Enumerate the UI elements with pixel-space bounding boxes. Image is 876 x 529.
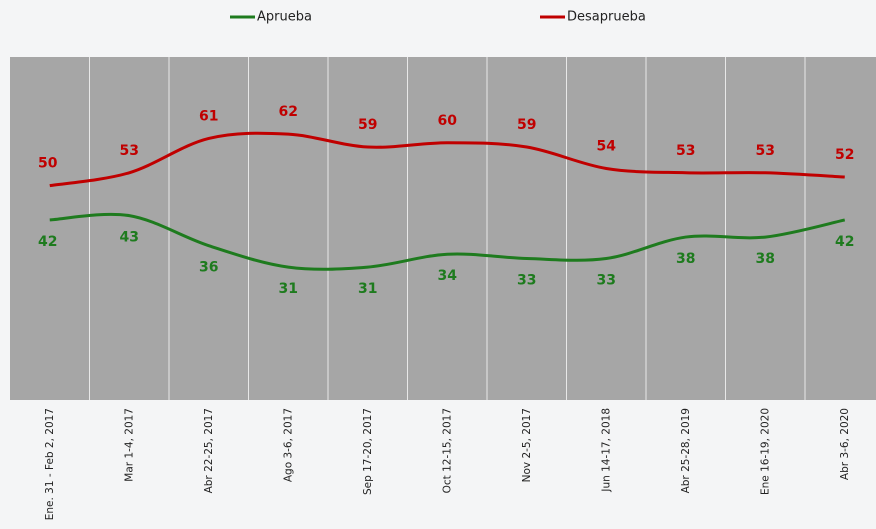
x-tick-label: Oct 12-15, 2017	[441, 408, 453, 493]
x-tick-label: Sep 17-20, 2017	[362, 408, 374, 495]
data-label: 31	[358, 281, 377, 297]
data-label: 33	[517, 273, 536, 289]
data-label: 53	[120, 143, 139, 159]
x-tick-label: Nov 2-5, 2017	[521, 408, 533, 482]
data-label: 43	[120, 230, 139, 246]
x-tick-label: Ene 16-19, 2020	[759, 408, 771, 495]
x-tick-label: Abr 25-28, 2019	[680, 408, 692, 493]
legend-label: Aprueba	[257, 10, 312, 25]
series-line	[49, 131, 845, 188]
data-label: 50	[38, 156, 58, 172]
data-label: 62	[279, 104, 298, 120]
data-label: 53	[756, 143, 775, 159]
data-label: 34	[438, 268, 458, 284]
data-label: 54	[597, 138, 617, 154]
data-label: 52	[835, 147, 854, 163]
series-line	[49, 212, 846, 271]
x-tick-label: Abr 3-6, 2020	[839, 408, 851, 480]
data-label: 42	[38, 234, 57, 250]
data-label: 61	[199, 108, 218, 124]
x-tick-label: Ago 3-6, 2017	[282, 408, 294, 482]
x-tick-label: Mar 1-4, 2017	[123, 408, 135, 482]
x-tick-label: Abr 22-25, 2017	[203, 408, 215, 493]
data-label: 33	[597, 273, 616, 289]
data-label: 38	[676, 251, 695, 267]
data-label: 42	[835, 234, 854, 250]
x-tick-label: Jun 14-17, 2018	[600, 408, 612, 493]
data-label: 31	[279, 281, 298, 297]
data-label: 60	[438, 113, 458, 129]
x-tick-label: Ene. 31 - Feb 2, 2017	[44, 408, 56, 520]
data-label: 59	[358, 117, 377, 133]
data-label: 36	[199, 260, 218, 276]
data-label: 59	[517, 117, 536, 133]
legend-label: Desaprueba	[567, 10, 646, 25]
plot-area	[10, 57, 876, 400]
data-label: 53	[676, 143, 695, 159]
data-label: 38	[756, 251, 775, 267]
